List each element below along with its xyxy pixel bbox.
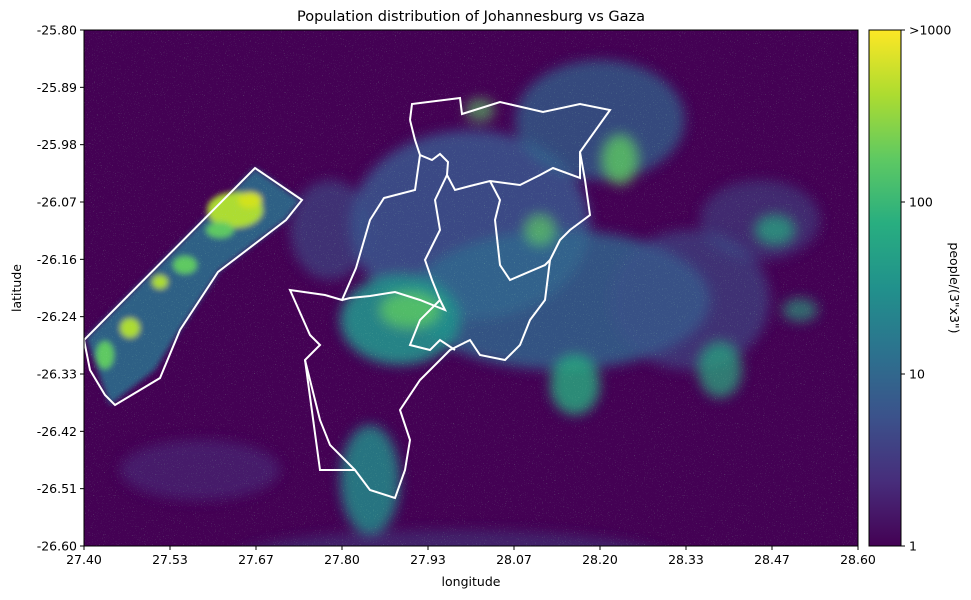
colorbar-tick-label: >1000 [909,23,951,38]
y-tick-label: -26.16 [37,252,77,267]
y-tick-label: -25.89 [37,80,77,95]
johannesburg-outline-center [288,151,592,500]
johannesburg-outline-south [304,359,356,471]
x-tick-label: 28.47 [754,552,790,567]
colorbar-ticks: 1 10 100 >1000 [901,23,951,554]
x-axis-label: longitude [442,574,501,589]
colorbar: 1 10 100 >1000 people/(3"x3") [868,23,962,554]
x-tick-label: 27.80 [324,552,360,567]
x-tick-label: 27.67 [238,552,274,567]
y-axis-label: latitude [9,264,24,312]
colorbar-label: people/(3"x3") [947,242,962,333]
johannesburg-outline-east [489,180,551,282]
colorbar-tick-label: 1 [909,539,917,554]
plot-frame [83,29,859,547]
x-tick-label: 27.40 [66,552,102,567]
colorbar-tick-label: 100 [909,195,933,210]
y-tick-label: -26.51 [37,481,77,496]
y-tick-label: -25.80 [37,23,77,38]
y-tick-label: -26.24 [37,309,77,324]
x-tick-label: 27.53 [152,552,188,567]
x-tick-label: 28.33 [668,552,704,567]
y-tick-label: -26.07 [37,195,77,210]
y-tick-label: -26.33 [37,367,77,382]
colorbar-tick-label: 10 [909,367,925,382]
map-plot-area [84,30,858,546]
x-tick-label: 27.93 [410,552,446,567]
chart-title: Population distribution of Johannesburg … [297,9,645,25]
y-tick-label: -26.42 [37,424,77,439]
x-axis-ticks: 27.40 27.53 27.67 27.80 27.93 28.07 28.20 28.33… [66,546,876,567]
johannesburg-outline-north [409,96,612,192]
y-tick-label: -26.60 [37,539,77,554]
y-tick-label: -25.98 [37,137,77,152]
y-axis-ticks: -25.80 -25.89 -25.98 -26.07 -26.16 -26.24 -26.… [37,23,84,554]
johannesburg-outline-soweto [341,290,448,312]
colorbar-gradient [868,29,902,547]
gaza-outline [84,166,304,407]
x-tick-label: 28.07 [496,552,532,567]
x-tick-label: 28.60 [840,552,876,567]
grain-texture [84,30,858,546]
x-tick-label: 28.20 [582,552,618,567]
